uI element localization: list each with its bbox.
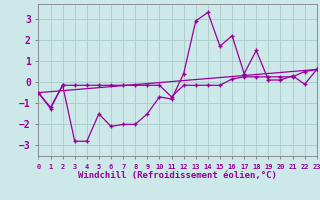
X-axis label: Windchill (Refroidissement éolien,°C): Windchill (Refroidissement éolien,°C) [78,171,277,180]
